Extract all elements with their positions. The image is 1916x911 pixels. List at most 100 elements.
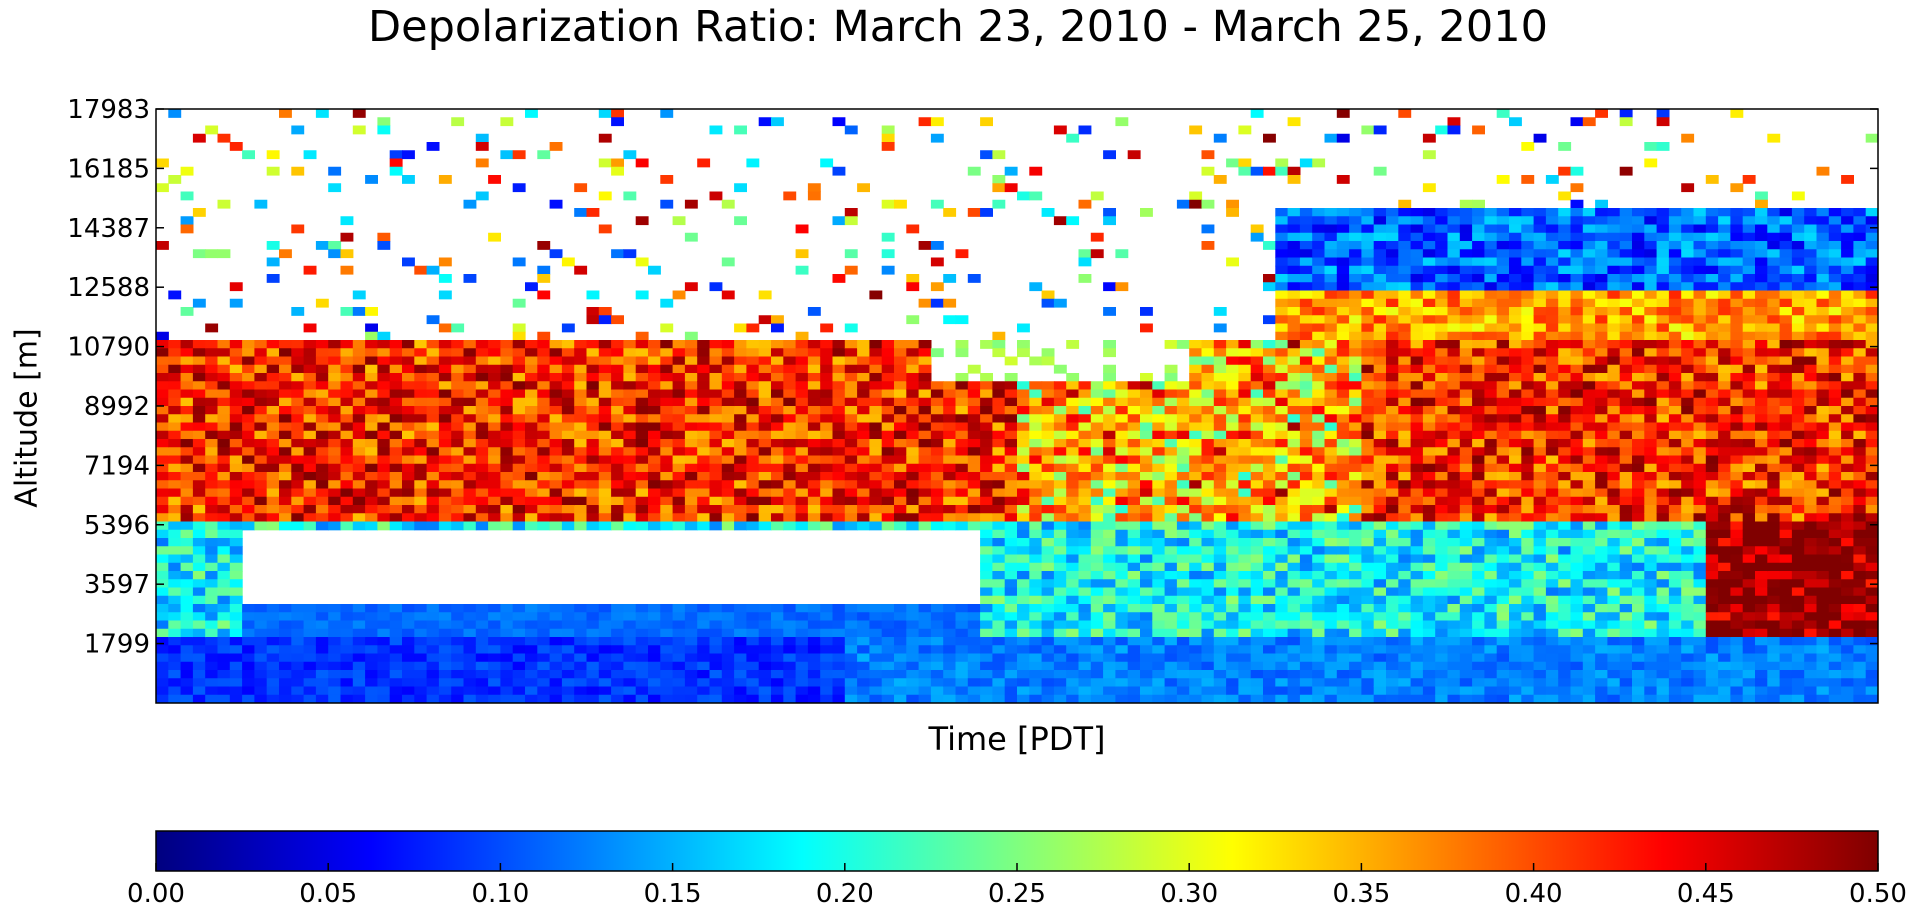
- heatmap-cell: [992, 529, 1006, 539]
- heatmap-cell: [980, 628, 993, 638]
- heatmap-cell: [315, 653, 329, 663]
- heatmap-cell: [955, 249, 969, 259]
- heatmap-cell: [758, 315, 772, 325]
- heatmap-cell: [623, 340, 637, 349]
- heatmap-cell: [1324, 315, 1338, 325]
- heatmap-cell: [1398, 496, 1412, 506]
- heatmap-cell: [192, 496, 206, 506]
- heatmap-cell: [758, 694, 772, 703]
- heatmap-cell: [980, 208, 993, 217]
- heatmap-cell: [303, 414, 317, 424]
- heatmap-cell: [205, 340, 219, 349]
- heatmap-cell: [1029, 505, 1043, 514]
- heatmap-cell: [623, 406, 637, 415]
- heatmap-cell: [1213, 472, 1227, 481]
- heatmap-cell: [648, 488, 661, 498]
- heatmap-cell: [328, 397, 342, 407]
- heatmap-cell: [279, 513, 292, 523]
- heatmap-cell: [771, 414, 784, 424]
- heatmap-cell: [229, 513, 243, 523]
- heatmap-cell: [1053, 298, 1067, 308]
- heatmap-cell: [414, 488, 428, 498]
- heatmap-cell: [1312, 290, 1326, 300]
- heatmap-cell: [1447, 472, 1461, 481]
- heatmap-cell: [1152, 480, 1166, 490]
- heatmap-cell: [1053, 686, 1067, 696]
- heatmap-cell: [783, 637, 797, 646]
- heatmap-cell: [832, 340, 846, 349]
- heatmap-cell: [1176, 199, 1190, 209]
- heatmap-cell: [180, 488, 194, 498]
- heatmap-cell: [1386, 397, 1399, 407]
- heatmap-cell: [426, 620, 440, 630]
- heatmap-cell: [180, 463, 194, 473]
- heatmap-cell: [1238, 694, 1252, 703]
- heatmap-cell: [1004, 439, 1018, 448]
- heatmap-cell: [266, 340, 280, 349]
- heatmap-cell: [1336, 612, 1350, 622]
- heatmap-cell: [1459, 414, 1473, 424]
- heatmap-cell: [1361, 208, 1375, 217]
- heatmap-cell: [1324, 249, 1338, 259]
- heatmap-cell: [1349, 397, 1362, 407]
- heatmap-cell: [463, 628, 477, 638]
- heatmap-cell: [156, 628, 169, 638]
- heatmap-cell: [1103, 686, 1116, 696]
- heatmap-cell: [1386, 546, 1399, 556]
- heatmap-cell: [500, 356, 514, 366]
- heatmap-cell: [1386, 562, 1399, 572]
- heatmap-cell: [1324, 331, 1338, 341]
- heatmap-cell: [1164, 513, 1178, 523]
- heatmap-cell: [168, 175, 182, 184]
- heatmap-cell: [488, 472, 501, 481]
- heatmap-cell: [709, 496, 723, 506]
- heatmap-cell: [1004, 480, 1018, 490]
- heatmap-cell: [463, 620, 477, 630]
- heatmap-cell: [992, 463, 1006, 473]
- heatmap-cell: [758, 364, 772, 374]
- heatmap-cell: [1410, 579, 1424, 589]
- heatmap-cell: [832, 455, 846, 465]
- heatmap-cell: [881, 628, 895, 638]
- heatmap-cell: [1226, 612, 1239, 622]
- heatmap-cell: [734, 488, 747, 498]
- heatmap-cell: [611, 637, 624, 646]
- heatmap-cell: [635, 645, 649, 655]
- heatmap-cell: [1176, 628, 1190, 638]
- heatmap-cell: [906, 661, 920, 671]
- heatmap-cell: [1336, 670, 1350, 679]
- heatmap-cell: [1299, 653, 1313, 663]
- heatmap-cell: [1472, 307, 1485, 316]
- heatmap-cell: [660, 521, 674, 531]
- heatmap-cell: [721, 472, 735, 481]
- heatmap-cell: [340, 694, 354, 703]
- heatmap-cell: [340, 686, 354, 696]
- heatmap-cell: [156, 389, 169, 399]
- heatmap-cell: [438, 323, 452, 333]
- heatmap-cell: [1066, 521, 1080, 531]
- heatmap-cell: [1484, 241, 1498, 250]
- heatmap-cell: [1422, 340, 1436, 349]
- heatmap-cell: [1115, 628, 1129, 638]
- heatmap-cell: [967, 274, 981, 283]
- heatmap-cell: [192, 521, 206, 531]
- heatmap-cell: [1324, 406, 1338, 415]
- heatmap-cell: [598, 373, 612, 382]
- heatmap-cell: [291, 455, 305, 465]
- heatmap-cell: [955, 521, 969, 531]
- heatmap-cell: [1386, 381, 1399, 391]
- heatmap-cell: [1250, 595, 1264, 605]
- heatmap-cell: [328, 356, 342, 366]
- heatmap-cell: [1521, 356, 1535, 366]
- heatmap-cell: [1484, 612, 1498, 622]
- heatmap-cell: [1017, 620, 1030, 630]
- heatmap-cell: [771, 645, 784, 655]
- heatmap-cell: [1275, 249, 1289, 259]
- heatmap-cell: [1299, 340, 1313, 349]
- heatmap-cell: [980, 612, 993, 622]
- heatmap-cell: [1509, 447, 1522, 457]
- heatmap-cell: [1201, 199, 1215, 209]
- heatmap-cell: [992, 455, 1006, 465]
- heatmap-cell: [475, 513, 489, 523]
- heatmap-cell: [1509, 455, 1522, 465]
